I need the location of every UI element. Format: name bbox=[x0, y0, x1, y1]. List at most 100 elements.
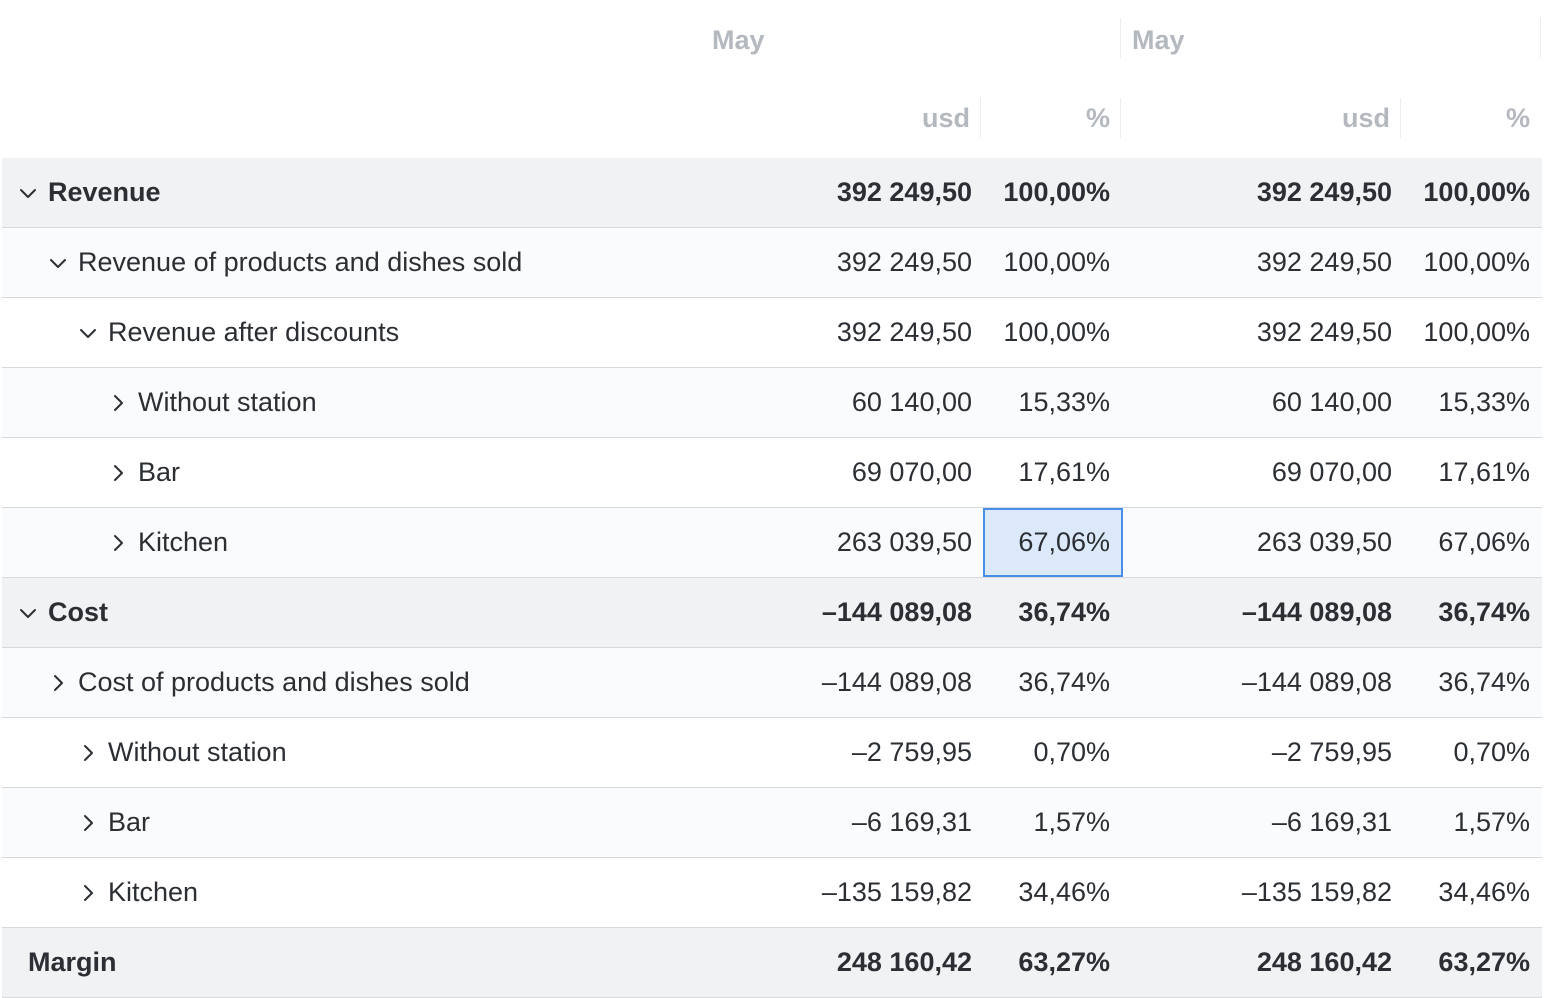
row-label: Cost of products and dishes sold bbox=[78, 667, 470, 697]
percent-value-cell[interactable]: 34,46% bbox=[1018, 877, 1110, 907]
usd-value-cell[interactable]: –144 089,08 bbox=[821, 597, 972, 627]
percent-value-cell[interactable]: 36,74% bbox=[1438, 597, 1530, 627]
row-label-cell: Revenue of products and dishes sold bbox=[48, 228, 522, 297]
usd-value-cell[interactable]: 392 249,50 bbox=[836, 247, 972, 277]
selected-cell-highlight[interactable] bbox=[983, 508, 1123, 577]
usd-value-cell[interactable]: –6 169,31 bbox=[1271, 807, 1392, 837]
usd-value-cell[interactable]: –2 759,95 bbox=[851, 737, 972, 767]
chevron-right-icon[interactable] bbox=[108, 393, 128, 413]
percent-value-cell[interactable]: 15,33% bbox=[1438, 387, 1530, 417]
percent-value-cell[interactable]: 100,00% bbox=[1423, 177, 1530, 207]
table-row[interactable]: Kitchen –135 159,82 34,46% –135 159,82 34,46… bbox=[2, 858, 1542, 929]
percent-value-cell[interactable]: 1,57% bbox=[1033, 807, 1110, 837]
percent-value-cell[interactable]: 67,06% bbox=[1438, 527, 1530, 557]
row-label: Cost bbox=[48, 597, 108, 627]
percent-value-cell[interactable]: 100,00% bbox=[1423, 247, 1530, 277]
chevron-right-icon[interactable] bbox=[48, 673, 68, 693]
usd-value-cell[interactable]: 248 160,42 bbox=[836, 947, 972, 977]
table-row[interactable]: Revenue of products and dishes sold 392 2… bbox=[2, 228, 1542, 299]
percent-value-cell[interactable]: 67,06% bbox=[1018, 527, 1110, 557]
usd-value-cell[interactable]: –6 169,31 bbox=[851, 807, 972, 837]
row-label: Kitchen bbox=[108, 877, 199, 907]
usd-value-cell[interactable]: –135 159,82 bbox=[1241, 877, 1392, 907]
period-month-header: May bbox=[712, 25, 765, 55]
row-label-cell: Cost bbox=[18, 578, 108, 647]
row-label-cell: Without station bbox=[108, 368, 317, 437]
usd-value-cell[interactable]: –144 089,08 bbox=[1241, 667, 1392, 697]
table-row[interactable]: Cost –144 089,08 36,74% –144 089,08 36,74% bbox=[2, 578, 1542, 649]
table-row[interactable]: Without station 60 140,00 15,33% 60 140,00 1… bbox=[2, 368, 1542, 439]
period-month-header: May bbox=[1132, 25, 1185, 55]
chevron-right-icon[interactable] bbox=[108, 533, 128, 553]
row-label: Revenue after discounts bbox=[108, 317, 400, 347]
usd-value-cell[interactable]: 263 039,50 bbox=[1256, 527, 1392, 557]
percent-value-cell[interactable]: 0,70% bbox=[1453, 737, 1530, 767]
usd-value-cell[interactable]: –135 159,82 bbox=[821, 877, 972, 907]
row-label: Revenue bbox=[48, 177, 161, 207]
percent-value-cell[interactable]: 100,00% bbox=[1003, 177, 1110, 207]
chevron-right-icon[interactable] bbox=[78, 883, 98, 903]
chevron-down-icon[interactable] bbox=[48, 253, 68, 273]
percent-value-cell[interactable]: 0,70% bbox=[1033, 737, 1110, 767]
usd-value-cell[interactable]: 392 249,50 bbox=[836, 317, 972, 347]
chevron-down-icon[interactable] bbox=[18, 603, 38, 623]
usd-column-header[interactable]: usd bbox=[921, 103, 970, 133]
usd-value-cell[interactable]: 248 160,42 bbox=[1256, 947, 1392, 977]
usd-value-cell[interactable]: 60 140,00 bbox=[851, 387, 972, 417]
percent-value-cell[interactable]: 100,00% bbox=[1003, 317, 1110, 347]
percent-value-cell[interactable]: 100,00% bbox=[1003, 247, 1110, 277]
usd-value-cell[interactable]: 263 039,50 bbox=[836, 527, 972, 557]
percent-value-cell[interactable]: 36,74% bbox=[1018, 597, 1110, 627]
percent-column-header[interactable]: % bbox=[1085, 103, 1110, 133]
row-label: Bar bbox=[138, 457, 181, 487]
usd-value-cell[interactable]: –2 759,95 bbox=[1271, 737, 1392, 767]
chevron-down-icon[interactable] bbox=[18, 183, 38, 203]
row-label-cell: Kitchen bbox=[108, 508, 228, 577]
row-label-cell: Margin bbox=[18, 928, 117, 997]
usd-value-cell[interactable]: 69 070,00 bbox=[1271, 457, 1392, 487]
percent-column-header[interactable]: % bbox=[1505, 103, 1530, 133]
percent-value-cell[interactable]: 34,46% bbox=[1438, 877, 1530, 907]
row-label-cell: Cost of products and dishes sold bbox=[48, 648, 470, 717]
column-divider bbox=[980, 98, 981, 138]
row-label: Without station bbox=[108, 737, 287, 767]
usd-value-cell[interactable]: 392 249,50 bbox=[1256, 317, 1392, 347]
table-row[interactable]: Kitchen 263 039,50 67,06% 263 039,50 67,06% bbox=[2, 508, 1542, 579]
row-label-cell: Revenue bbox=[18, 158, 161, 227]
column-divider bbox=[1120, 98, 1121, 138]
percent-value-cell[interactable]: 100,00% bbox=[1423, 317, 1530, 347]
percent-value-cell[interactable]: 17,61% bbox=[1018, 457, 1110, 487]
usd-value-cell[interactable]: –144 089,08 bbox=[821, 667, 972, 697]
percent-value-cell[interactable]: 36,74% bbox=[1438, 667, 1530, 697]
row-label-cell: Without station bbox=[78, 718, 287, 787]
table-row[interactable]: Without station –2 759,95 0,70% –2 759,95 0,… bbox=[2, 718, 1542, 789]
percent-value-cell[interactable]: 15,33% bbox=[1018, 387, 1110, 417]
percent-value-cell[interactable]: 36,74% bbox=[1018, 667, 1110, 697]
percent-value-cell[interactable]: 1,57% bbox=[1453, 807, 1530, 837]
usd-value-cell[interactable]: 392 249,50 bbox=[836, 177, 972, 207]
percent-value-cell[interactable]: 63,27% bbox=[1018, 947, 1110, 977]
table-row[interactable]: Revenue after discounts 392 249,50 100,00%… bbox=[2, 298, 1542, 369]
chevron-right-icon[interactable] bbox=[108, 463, 128, 483]
column-divider bbox=[1120, 18, 1121, 58]
table-row[interactable]: Bar 69 070,00 17,61% 69 070,00 17,61% bbox=[2, 438, 1542, 509]
row-label-cell: Revenue after discounts bbox=[78, 298, 399, 367]
table-row[interactable]: Cost of products and dishes sold –144 089… bbox=[2, 648, 1542, 719]
usd-column-header[interactable]: usd bbox=[1341, 103, 1390, 133]
percent-value-cell[interactable]: 17,61% bbox=[1438, 457, 1530, 487]
chevron-down-icon[interactable] bbox=[78, 323, 98, 343]
usd-value-cell[interactable]: –144 089,08 bbox=[1241, 597, 1392, 627]
chevron-right-icon[interactable] bbox=[78, 813, 98, 833]
usd-value-cell[interactable]: 392 249,50 bbox=[1256, 247, 1392, 277]
chevron-right-icon[interactable] bbox=[78, 743, 98, 763]
usd-value-cell[interactable]: 69 070,00 bbox=[851, 457, 972, 487]
percent-value-cell[interactable]: 63,27% bbox=[1438, 947, 1530, 977]
table-row[interactable]: Revenue 392 249,50 100,00% 392 249,50 100,00… bbox=[2, 158, 1542, 229]
usd-value-cell[interactable]: 60 140,00 bbox=[1271, 387, 1392, 417]
usd-value-cell[interactable]: 392 249,50 bbox=[1256, 177, 1392, 207]
table-row[interactable]: Margin 248 160,42 63,27% 248 160,42 63,27% bbox=[2, 928, 1542, 998]
table-row[interactable]: Bar –6 169,31 1,57% –6 169,31 1,57% bbox=[2, 788, 1542, 859]
row-label-cell: Kitchen bbox=[78, 858, 198, 927]
row-label: Revenue of products and dishes sold bbox=[78, 247, 523, 277]
